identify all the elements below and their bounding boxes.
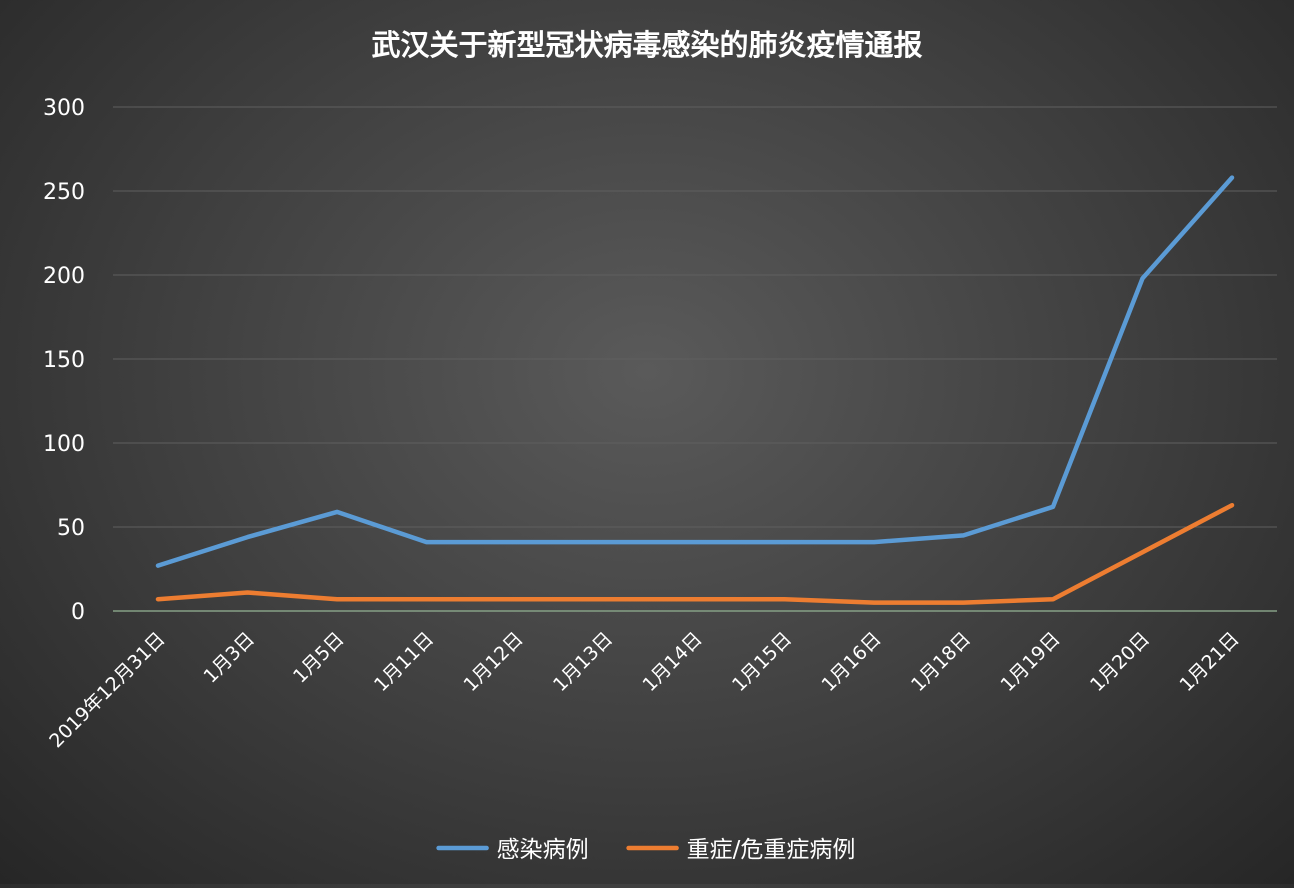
series-lines (155, 175, 1235, 605)
y-tick-label: 300 (43, 96, 85, 121)
x-axis-ticks: 2019年12月31日 1月3日 1月5日 1月11日 1月12日 1月13日 1月14日 1… (45, 628, 1243, 752)
x-tick-label: 1月3日 (200, 628, 260, 688)
x-tick-label: 1月19日 (996, 628, 1064, 696)
x-tick-label: 1月5日 (289, 628, 349, 688)
legend-label: 重症/危重症病例 (687, 837, 856, 863)
x-tick-label: 2019年12月31日 (45, 628, 169, 752)
y-tick-label: 50 (57, 516, 85, 541)
y-tick-label: 150 (43, 348, 85, 373)
y-tick-label: 0 (71, 600, 85, 625)
series-line-1 (155, 175, 1235, 568)
x-tick-label: 1月18日 (907, 628, 975, 696)
legend-item: 重症/危重症病例 (626, 837, 856, 863)
gridlines (113, 106, 1277, 612)
y-tick-label: 250 (43, 180, 85, 205)
x-tick-label: 1月21日 (1175, 628, 1243, 696)
y-axis-ticks: 0 50 100 150 200 250 300 (43, 96, 85, 625)
series-line-2 (155, 502, 1235, 605)
x-tick-label: 1月15日 (728, 628, 796, 696)
legend: 感染病例 重症/危重症病例 (436, 837, 856, 863)
chart-title: 武汉关于新型冠状病毒感染的肺炎疫情通报 (371, 28, 922, 62)
x-tick-label: 1月13日 (549, 628, 617, 696)
x-tick-label: 1月16日 (817, 628, 885, 696)
y-tick-label: 200 (43, 264, 85, 289)
x-tick-label: 1月14日 (638, 628, 706, 696)
legend-label: 感染病例 (497, 837, 589, 863)
x-tick-label: 1月11日 (370, 628, 438, 696)
legend-item: 感染病例 (436, 837, 589, 863)
x-tick-label: 1月12日 (459, 628, 527, 696)
y-tick-label: 100 (43, 432, 85, 457)
x-tick-label: 1月20日 (1086, 628, 1154, 696)
